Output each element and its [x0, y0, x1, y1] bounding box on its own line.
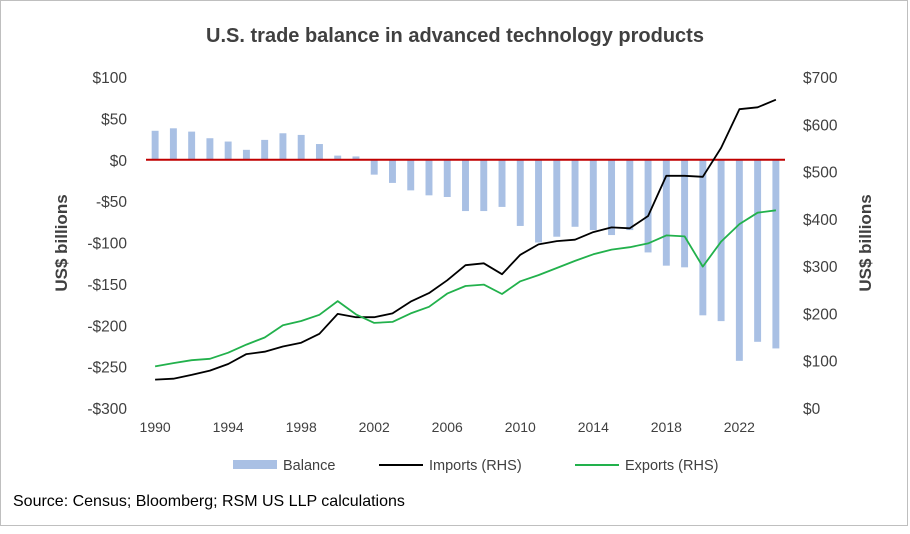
balance-bar	[224, 141, 232, 160]
y-right-tick-label: $400	[803, 212, 838, 229]
balance-bar	[425, 159, 433, 196]
y-right-tick-label: $200	[803, 306, 838, 323]
balance-bar	[772, 159, 780, 349]
balance-bar	[242, 149, 250, 160]
y-right-tick-label: $0	[803, 401, 821, 418]
y-axis-left-label: US$ billions	[52, 194, 71, 291]
balance-bar	[315, 144, 323, 160]
x-tick-label: 2002	[359, 419, 390, 435]
y-left-tick-label: -$250	[87, 360, 127, 377]
y-right-tick-label: $100	[803, 354, 838, 371]
y-left-tick-label: -$100	[87, 236, 127, 253]
legend-balance-swatch	[233, 460, 277, 469]
balance-bar	[407, 159, 415, 191]
x-tick-label: 2022	[724, 419, 755, 435]
y-right-tick-label: $500	[803, 165, 838, 182]
balance-bar	[662, 159, 670, 266]
balance-bar	[443, 159, 451, 197]
x-tick-label: 2014	[578, 419, 609, 435]
x-tick-label: 2010	[505, 419, 536, 435]
legend-imports-label: Imports (RHS)	[429, 458, 522, 474]
y-left-tick-label: -$150	[87, 277, 127, 294]
imports-line	[155, 98, 777, 381]
y-left-tick-label: $100	[93, 70, 128, 87]
balance-bar	[169, 128, 177, 160]
balance-bar	[589, 159, 597, 231]
exports-line	[154, 209, 777, 368]
balance-bar	[553, 159, 561, 237]
y-left-tick-label: -$300	[87, 401, 127, 418]
balance-bar	[480, 159, 488, 212]
legend: Balance Imports (RHS) Exports (RHS)	[233, 458, 718, 474]
balance-bar	[279, 133, 287, 160]
legend-balance-label: Balance	[283, 458, 335, 474]
balance-bar	[626, 159, 634, 231]
source-note: Source: Census; Bloomberg; RSM US LLP ca…	[13, 493, 405, 510]
balance-bar	[389, 159, 396, 183]
balance-bar	[206, 138, 214, 160]
balance-bar	[261, 139, 269, 160]
balance-bar	[370, 159, 378, 175]
y-right-tick-label: $700	[803, 70, 838, 87]
y-left-tick-label: -$50	[96, 194, 127, 211]
balance-bar	[334, 155, 342, 160]
balance-bar	[462, 159, 469, 212]
balance-bar	[516, 159, 524, 226]
balance-bar	[681, 159, 689, 268]
balance-bar	[735, 159, 743, 361]
plot-area: $100 $50 $0 -$50 -$100 -$150 -$200 -$250 -$300 $7…	[87, 70, 838, 435]
x-tick-label: 2006	[432, 419, 463, 435]
balance-bar	[608, 159, 616, 236]
y-left-tick-label: -$200	[87, 318, 127, 335]
balance-bar	[535, 159, 542, 243]
balance-bar	[754, 159, 762, 342]
chart-title: U.S. trade balance in advanced technolog…	[206, 25, 704, 47]
balance-bar	[188, 131, 196, 160]
legend-exports-label: Exports (RHS)	[625, 458, 718, 474]
y-right-tick-label: $300	[803, 259, 838, 276]
balance-bar	[498, 159, 506, 207]
balance-bar	[352, 156, 360, 160]
x-tick-label: 1990	[140, 419, 171, 435]
balance-bar	[571, 159, 579, 227]
balance-bar	[151, 130, 159, 160]
y-axis-right-label: US$ billions	[856, 194, 875, 291]
y-left-tick-label: $0	[110, 153, 128, 170]
y-right-tick-label: $600	[803, 117, 838, 134]
balance-bar	[297, 134, 305, 160]
chart: U.S. trade balance in advanced technolog…	[52, 25, 875, 474]
x-tick-label: 2018	[651, 419, 682, 435]
x-tick-label: 1994	[213, 419, 244, 435]
y-left-tick-label: $50	[101, 111, 127, 128]
x-tick-label: 1998	[286, 419, 317, 435]
balance-bar	[699, 159, 707, 316]
balance-bar	[644, 159, 652, 253]
